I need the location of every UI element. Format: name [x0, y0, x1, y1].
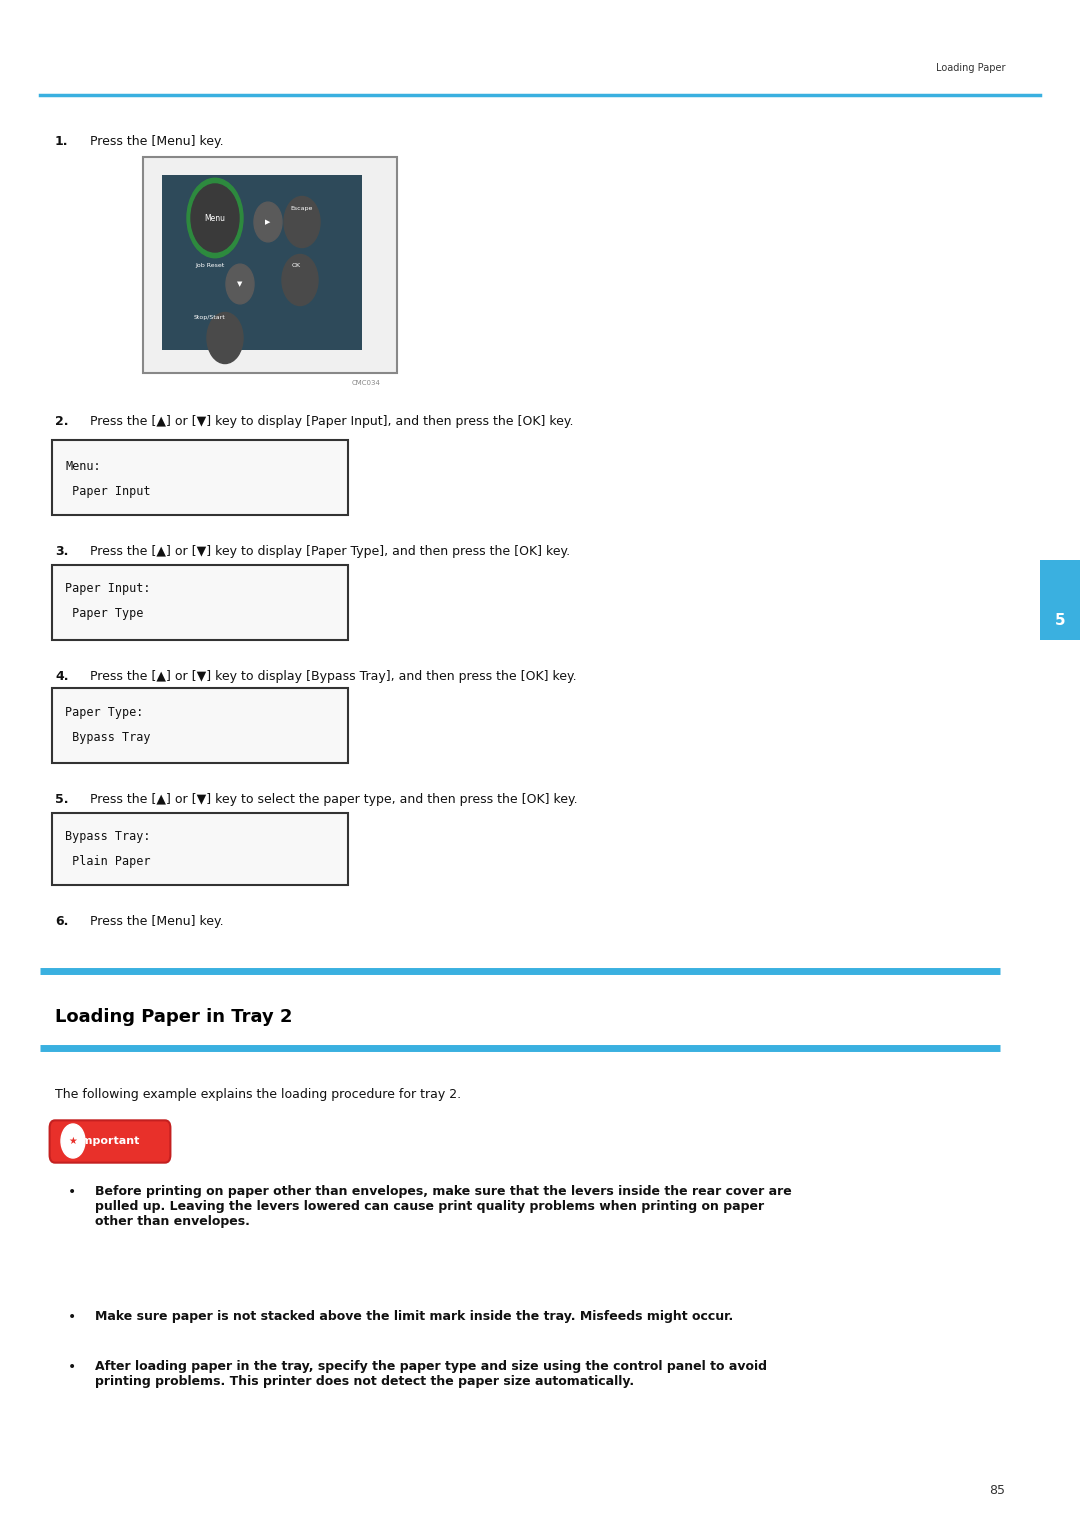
Text: Stop/Start: Stop/Start: [194, 316, 226, 320]
Text: •: •: [68, 1310, 76, 1324]
Text: Important: Important: [77, 1137, 139, 1146]
Text: •: •: [68, 1184, 76, 1200]
Text: Press the [▲] or [▼] key to display [Paper Type], and then press the [OK] key.: Press the [▲] or [▼] key to display [Pap…: [90, 545, 570, 558]
Text: 4.: 4.: [55, 669, 68, 683]
FancyBboxPatch shape: [52, 565, 348, 639]
Text: 6.: 6.: [55, 915, 68, 928]
Circle shape: [284, 196, 320, 248]
FancyBboxPatch shape: [52, 688, 348, 763]
FancyBboxPatch shape: [143, 156, 397, 374]
FancyBboxPatch shape: [52, 813, 348, 884]
Circle shape: [187, 178, 243, 257]
Text: 85: 85: [989, 1483, 1005, 1497]
Text: After loading paper in the tray, specify the paper type and size using the contr: After loading paper in the tray, specify…: [95, 1360, 767, 1388]
Text: Paper Input:: Paper Input:: [65, 582, 150, 594]
Text: 3.: 3.: [55, 545, 68, 558]
Circle shape: [282, 254, 318, 305]
Text: 5.: 5.: [55, 794, 68, 806]
Text: 5: 5: [1055, 613, 1065, 628]
Text: Press the [▲] or [▼] key to select the paper type, and then press the [OK] key.: Press the [▲] or [▼] key to select the p…: [90, 794, 578, 806]
Text: Press the [▲] or [▼] key to display [Paper Input], and then press the [OK] key.: Press the [▲] or [▼] key to display [Pap…: [90, 415, 573, 427]
Text: 2.: 2.: [55, 415, 68, 427]
Text: ▼: ▼: [238, 280, 243, 286]
Text: CMC034: CMC034: [351, 380, 380, 386]
Text: Paper Type:: Paper Type:: [65, 706, 144, 719]
Circle shape: [226, 264, 254, 303]
Text: Menu: Menu: [204, 213, 226, 222]
Text: Job Reset: Job Reset: [195, 264, 225, 268]
Text: Make sure paper is not stacked above the limit mark inside the tray. Misfeeds mi: Make sure paper is not stacked above the…: [95, 1310, 733, 1324]
Text: Before printing on paper other than envelopes, make sure that the levers inside : Before printing on paper other than enve…: [95, 1184, 792, 1229]
Circle shape: [207, 313, 243, 363]
Text: Loading Paper in Tray 2: Loading Paper in Tray 2: [55, 1008, 293, 1026]
Text: 1.: 1.: [55, 135, 68, 149]
Text: Press the [▲] or [▼] key to display [Bypass Tray], and then press the [OK] key.: Press the [▲] or [▼] key to display [Byp…: [90, 669, 577, 683]
FancyBboxPatch shape: [52, 440, 348, 515]
Text: ▶: ▶: [266, 219, 271, 225]
Text: Escape: Escape: [291, 205, 313, 210]
Circle shape: [254, 202, 282, 242]
Text: Plain Paper: Plain Paper: [65, 855, 150, 869]
Text: Bypass Tray: Bypass Tray: [65, 731, 150, 745]
Text: Menu:: Menu:: [65, 460, 100, 473]
Text: Bypass Tray:: Bypass Tray:: [65, 830, 150, 843]
Text: The following example explains the loading procedure for tray 2.: The following example explains the loadi…: [55, 1088, 461, 1102]
FancyBboxPatch shape: [50, 1120, 171, 1163]
Circle shape: [191, 184, 239, 253]
Text: Loading Paper: Loading Paper: [935, 63, 1005, 74]
Text: •: •: [68, 1360, 76, 1374]
Text: Press the [Menu] key.: Press the [Menu] key.: [90, 915, 224, 928]
Text: OK: OK: [292, 264, 300, 268]
Circle shape: [60, 1124, 85, 1158]
Text: Paper Input: Paper Input: [65, 486, 150, 498]
Text: Paper Type: Paper Type: [65, 607, 144, 620]
FancyBboxPatch shape: [162, 175, 362, 349]
Text: Press the [Menu] key.: Press the [Menu] key.: [90, 135, 224, 149]
Text: ★: ★: [69, 1137, 78, 1146]
FancyBboxPatch shape: [1040, 561, 1080, 640]
